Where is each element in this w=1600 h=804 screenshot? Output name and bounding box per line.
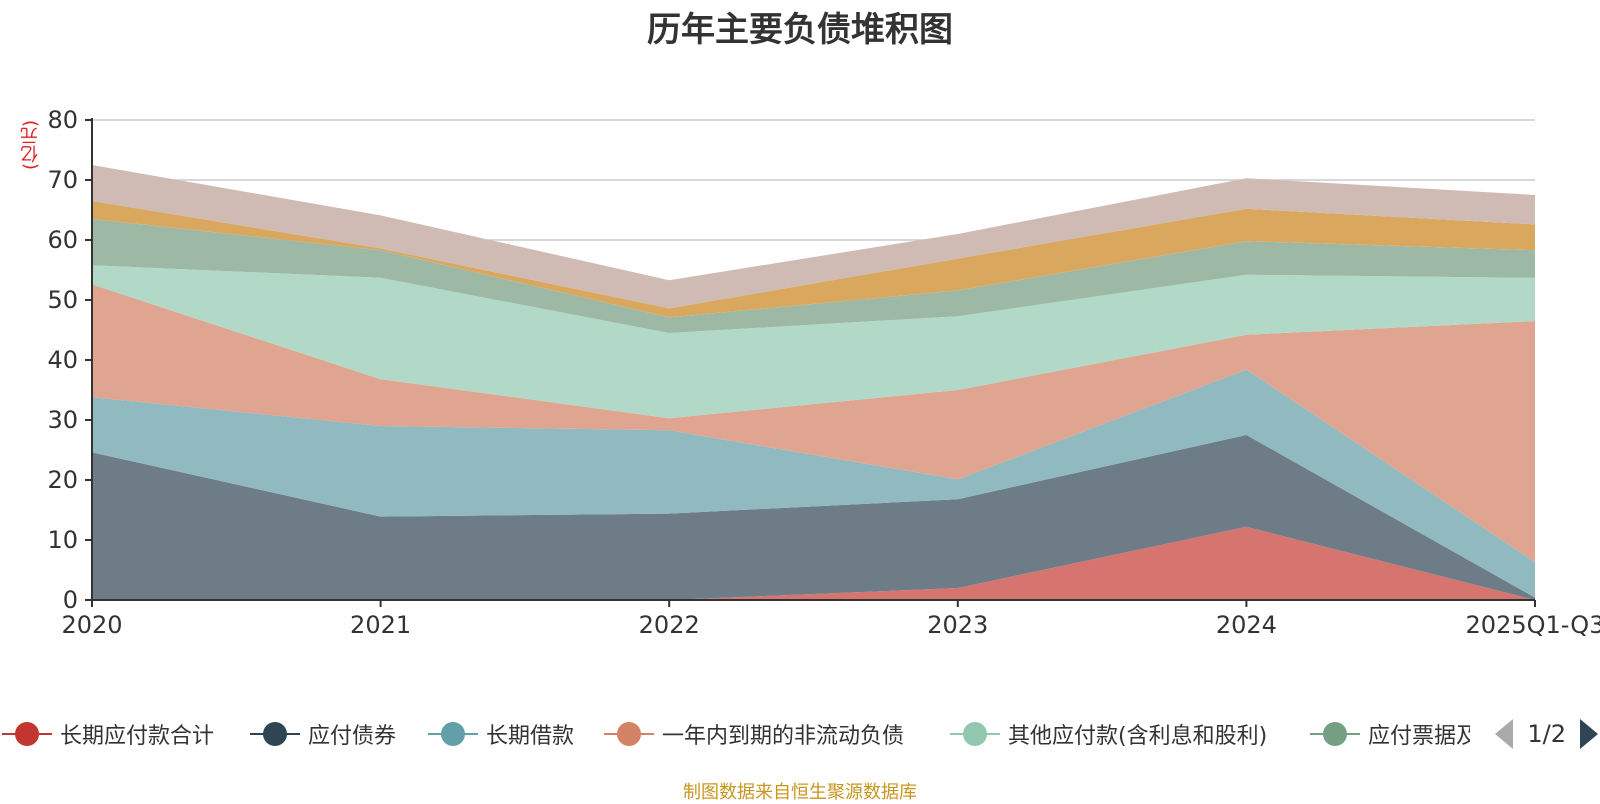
legend-marker-icon (2, 722, 52, 746)
y-tick-labels: 0 10 20 30 40 50 60 70 80 (47, 106, 78, 614)
x-tick-label: 2022 (639, 611, 700, 639)
x-tick-label: 2025Q1-Q3 (1466, 611, 1600, 639)
y-tick-label: 30 (47, 406, 78, 434)
legend-label: 一年内到期的非流动负债 (662, 724, 905, 749)
legend-label: 长期借款 (486, 724, 575, 749)
x-tick-label: 2024 (1216, 611, 1277, 639)
legend-label: 应付债券 (308, 724, 397, 749)
legend-item[interactable]: 应付债券 (250, 716, 396, 752)
source-note: 制图数据来自恒生聚源数据库 (683, 782, 917, 803)
x-tick-labels: 2020 2021 2022 2023 2024 2025Q1-Q3 (61, 611, 1600, 639)
legend-marker-icon (604, 722, 654, 746)
area-series-7 (92, 201, 1535, 318)
legend-prev-page-icon[interactable] (1495, 719, 1514, 749)
legend-label: 其他应付款(含利息和股利) (1008, 724, 1268, 749)
legend: 长期应付款合计 应付债券 长期借款 一年内到期的非流动负债 其他应付款(含利息和股利) 应… (0, 716, 1600, 756)
y-tick-label: 80 (47, 106, 78, 134)
area-series (92, 165, 1535, 600)
chart-title: 历年主要负债堆积图 (647, 10, 953, 50)
y-tick-label: 40 (47, 346, 78, 374)
legend-marker-icon (1310, 722, 1360, 746)
legend-marker-icon (950, 722, 1000, 746)
x-tick-label: 2020 (61, 611, 122, 639)
legend-marker-icon (250, 722, 300, 746)
legend-item[interactable]: 长期应付款合计 (2, 716, 214, 752)
area-series-6 (92, 219, 1535, 333)
area-series-4 (92, 284, 1535, 563)
y-tick-label: 10 (47, 526, 78, 554)
legend-item[interactable]: 一年内到期的非流动负债 (604, 716, 904, 752)
axes (85, 118, 1536, 607)
legend-page-indicator: 1/2 (1527, 720, 1566, 748)
legend-pager: 1/2 (1470, 716, 1600, 752)
legend-item[interactable]: 其他应付款(含利息和股利) (950, 716, 1267, 752)
area-series-5 (92, 265, 1535, 419)
x-tick-label: 2023 (927, 611, 988, 639)
y-tick-label: 0 (63, 586, 78, 614)
area-series-3 (92, 369, 1535, 598)
legend-next-page-icon[interactable] (1580, 719, 1598, 749)
y-tick-label: 70 (47, 166, 78, 194)
legend-label: 长期应付款合计 (60, 724, 215, 749)
x-tick-label: 2021 (350, 611, 411, 639)
legend-item[interactable]: 长期借款 (428, 716, 574, 752)
area-series-1 (92, 526, 1535, 600)
area-series-8 (92, 165, 1535, 309)
y-tick-label: 50 (47, 286, 78, 314)
legend-marker-icon (428, 722, 478, 746)
y-tick-label: 60 (47, 226, 78, 254)
area-series-2 (92, 435, 1535, 600)
y-tick-label: 20 (47, 466, 78, 494)
